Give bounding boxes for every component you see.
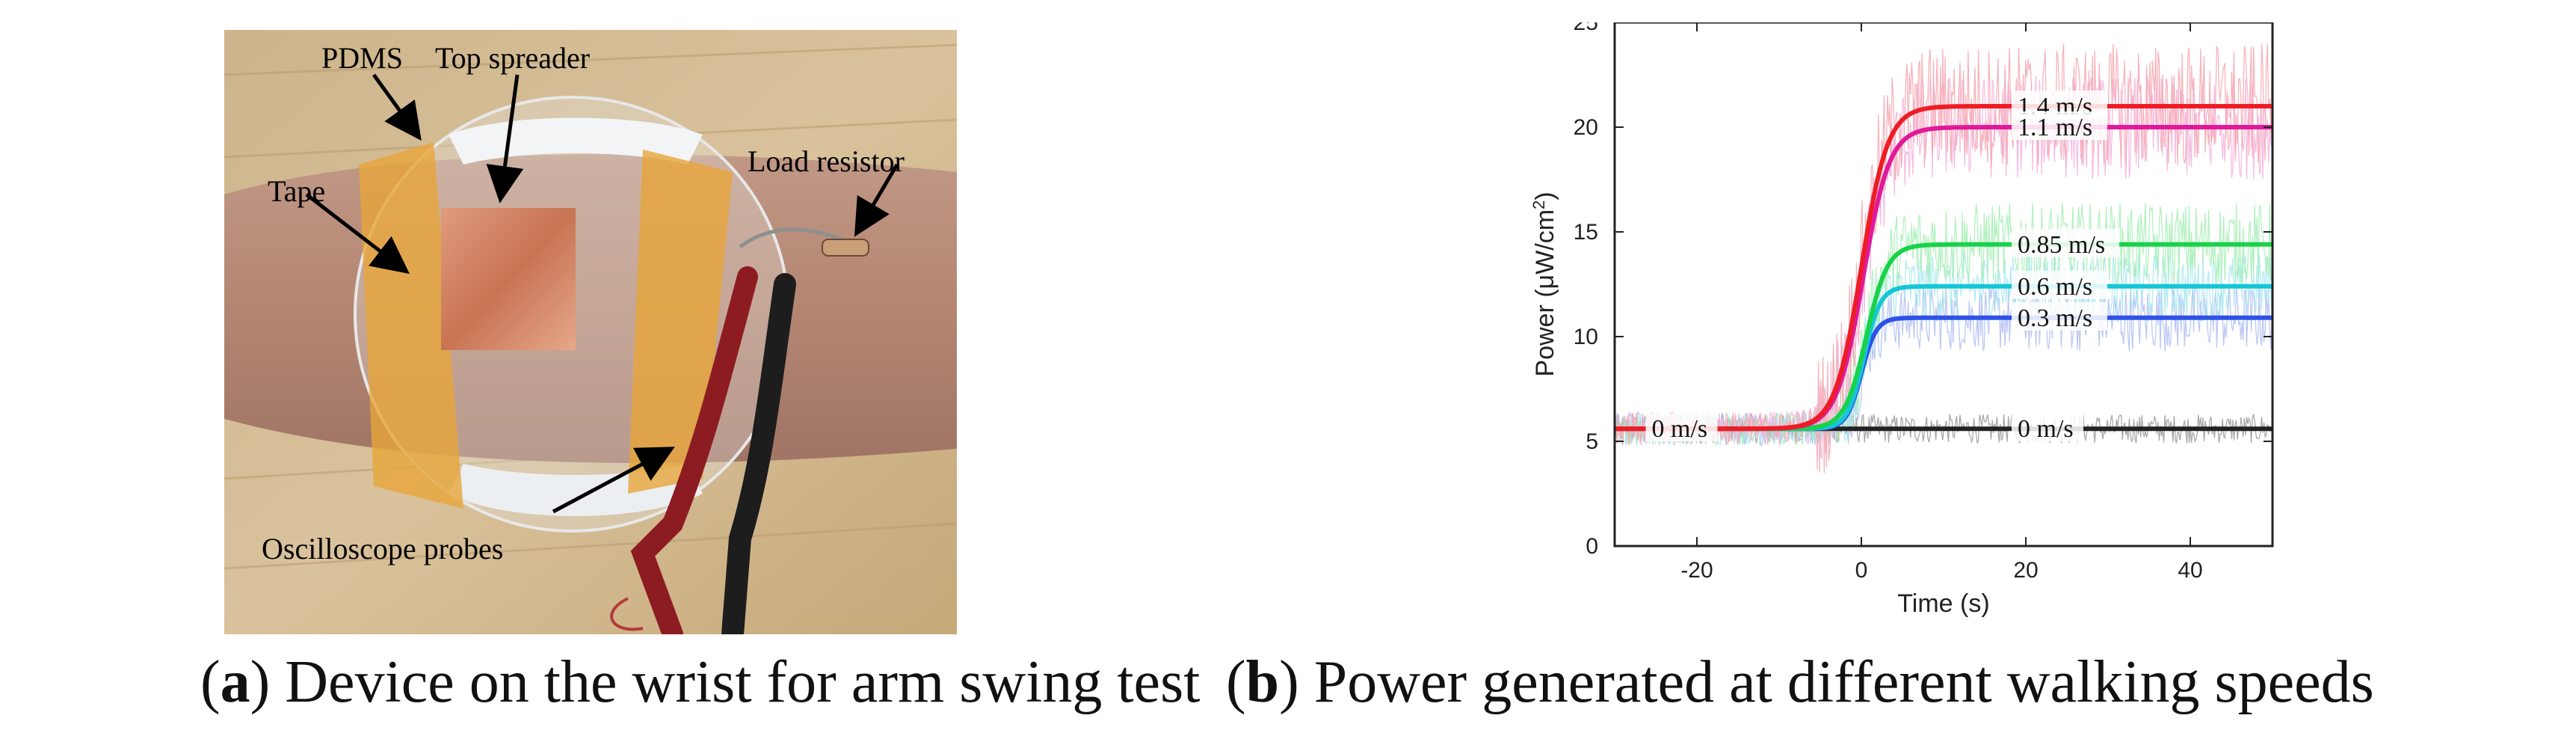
y-tick-label: 0 [1586,534,1598,559]
probe-cable [610,597,644,631]
series-lines [1615,104,2273,432]
label-arrows [305,73,899,514]
label-oscilloscope-probes: Oscilloscope probes [262,532,504,565]
series-label-text: 0.85 m/s [2018,231,2105,259]
power-chart: 0 m/s 1.4 m/s 1.1 m/s 0.85 m/s 0.6 m/s 0.3 m/… [1517,22,2295,651]
black-probe [721,273,796,634]
label-pdms: PDMS [321,41,403,75]
label-tape: Tape [268,174,326,208]
series-label-bg [2012,413,2083,442]
wrist-device-illustration [224,30,957,634]
noise-trace [1614,202,2273,446]
series-label-bg [2012,301,2107,331]
caption-panel-a: (a) Device on the wrist for arm swing te… [200,649,1201,715]
plot-frame [1613,22,2274,548]
y-tick-label: 15 [1574,220,1598,245]
series-label-text: 0 m/s [2018,415,2074,443]
caption-a-text: Device on the wrist for arm swing test [285,649,1201,715]
tape-left [359,142,463,509]
x-tick-label: -20 [1680,558,1713,583]
y-tick-label: 10 [1574,325,1598,349]
series-label: 0 m/s [2012,413,2083,443]
noise-trace [1614,43,2273,473]
series-line [1615,242,2273,432]
label-load-resistor: Load resistor [748,144,905,178]
series-label-bg [2012,228,2119,257]
y-tick-label: 5 [1586,429,1598,454]
series-label: 1.1 m/s [2012,111,2107,141]
caption-a-letter: a [220,649,250,715]
top-spreader-strip [449,117,703,165]
series-label: 0.3 m/s [2012,301,2107,332]
y-tick-label: 20 [1574,115,1598,140]
series-label: 0.85 m/s [2012,228,2119,259]
x-axis-label: Time (s) [1897,589,1989,618]
power-chart-svg: 0 m/s1.4 m/s1.1 m/s0.85 m/s0.6 m/s0.3 m/… [1529,22,2274,618]
series-label: 0 m/s [1645,413,1718,443]
load-resistor [822,239,869,257]
series-label-text: 0.6 m/s [2018,273,2092,301]
series-label-text: 0 m/s [1652,415,1708,443]
series-label-bg [1645,413,1718,442]
axis-ticks: -20 0 20 40 0 5 10 15 20 25 [1574,22,2273,583]
resistor-lead [739,227,853,249]
y-axis-label: Power (μW/cm2) [1529,191,1560,376]
x-tick-label: 0 [1855,558,1868,583]
red-probe [630,266,758,634]
label-top-spreader: Top spreader [435,41,591,75]
series-label-text: 1.1 m/s [2018,114,2092,141]
series-label-bg [2012,111,2107,140]
series-annotations: 0 m/s1.4 m/s1.1 m/s0.85 m/s0.6 m/s0.3 m/… [1645,91,2119,443]
caption-b-text: Power generated at different walking spe… [1313,649,2374,715]
y-tick-label: 25 [1574,22,1598,35]
series-line [1615,104,2273,432]
device-photo: PDMS Top spreader Tape Load resistor Osc… [224,30,957,634]
series-line [1615,315,2273,432]
series-label-bg [2012,270,2107,299]
x-tick-label: 40 [2178,558,2202,583]
series-label: 0.6 m/s [2012,270,2107,301]
caption-panel-b: (b) Power generated at different walking… [1226,649,2374,715]
x-tick-label: 20 [2013,558,2038,583]
series-label-text: 0.3 m/s [2018,304,2092,332]
caption-b-letter: b [1245,649,1280,715]
copper-electrode [441,208,576,350]
